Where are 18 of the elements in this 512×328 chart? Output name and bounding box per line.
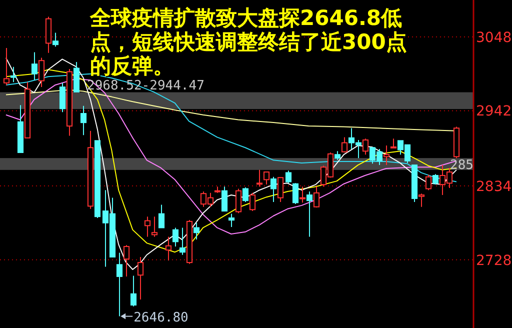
candlestick (116, 252, 123, 317)
annotation: 2646.80 (134, 310, 188, 326)
candlestick (383, 145, 390, 166)
candlestick (80, 105, 87, 136)
band-label: 285 (450, 158, 474, 173)
y-tick-label: 3048 (476, 30, 512, 46)
candlestick (165, 236, 172, 261)
candlestick (137, 256, 144, 300)
candlestick (45, 16, 52, 54)
y-tick-label: 2834 (476, 178, 512, 195)
y-tick-label: 2728 (476, 252, 512, 269)
candlestick (87, 130, 94, 210)
candlestick (144, 216, 151, 238)
text: 全球疫情扩散致大盘探2646.8低点，短线快速调整终结了近300点的反弹。 (90, 6, 408, 78)
y-tick-label: 2942 (476, 104, 512, 120)
candlestick (151, 216, 158, 238)
candlestick (179, 227, 186, 256)
candlestick (172, 227, 179, 248)
